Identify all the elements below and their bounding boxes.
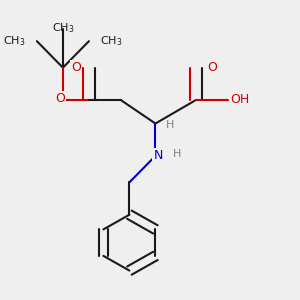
Text: N: N <box>154 149 163 162</box>
Text: CH$_3$: CH$_3$ <box>100 34 123 48</box>
Text: H: H <box>173 149 181 159</box>
Text: H: H <box>166 120 174 130</box>
Text: O: O <box>55 92 65 105</box>
Text: CH$_3$: CH$_3$ <box>3 34 25 48</box>
Text: CH$_3$: CH$_3$ <box>52 22 74 35</box>
Text: OH: OH <box>231 94 250 106</box>
Text: O: O <box>71 61 81 74</box>
Text: O: O <box>208 61 218 74</box>
